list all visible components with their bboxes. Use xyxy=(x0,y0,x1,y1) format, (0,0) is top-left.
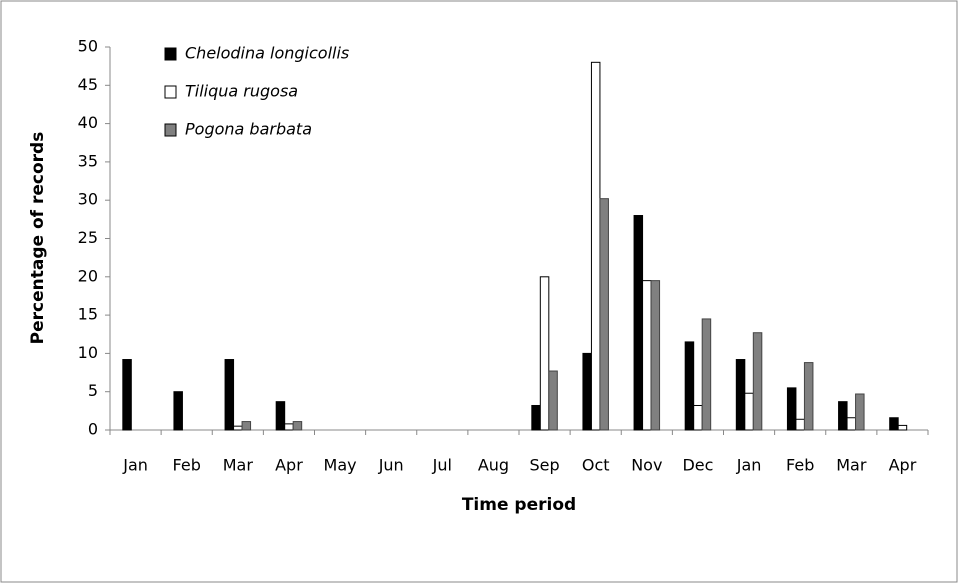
y-tick-label: 20 xyxy=(78,266,98,285)
x-tick-label: Sep xyxy=(529,456,559,475)
bar xyxy=(795,418,805,431)
bar xyxy=(838,401,848,431)
x-tick-label: Feb xyxy=(786,456,814,475)
bar xyxy=(855,393,865,431)
bar xyxy=(173,391,183,431)
y-tick-label: 0 xyxy=(88,420,98,439)
bar xyxy=(897,424,908,431)
legend-text: Pogona barbata xyxy=(185,120,312,139)
x-tick-label: Nov xyxy=(631,456,662,475)
bar xyxy=(846,417,857,431)
bar xyxy=(752,332,763,431)
x-tick-label: Mar xyxy=(223,456,254,475)
legend-swatch xyxy=(164,85,177,99)
bar xyxy=(292,421,303,431)
x-axis-title: Time period xyxy=(462,495,576,515)
x-tick-label: Apr xyxy=(889,456,917,475)
x-tick-label: Aug xyxy=(478,456,509,475)
x-tick-label: Apr xyxy=(275,456,303,475)
y-axis-title: Percentage of records xyxy=(28,132,48,345)
bar xyxy=(582,352,592,431)
bar xyxy=(650,280,661,431)
bar xyxy=(599,198,609,431)
x-tick-label: May xyxy=(324,456,357,475)
bar xyxy=(803,362,814,431)
bar xyxy=(642,280,652,431)
bar xyxy=(531,404,541,431)
x-tick-label: Dec xyxy=(682,456,713,475)
legend-swatch xyxy=(164,47,177,61)
bar xyxy=(590,61,601,431)
y-tick-label: 45 xyxy=(78,75,98,94)
bar xyxy=(693,404,703,431)
y-tick-label: 5 xyxy=(88,381,98,400)
y-tick-label: 10 xyxy=(78,343,98,362)
y-tick-label: 40 xyxy=(78,113,98,132)
x-tick-label: Jan xyxy=(122,456,148,475)
bar xyxy=(735,359,746,431)
x-tick-label: Jan xyxy=(736,456,762,475)
y-tick-label: 25 xyxy=(78,228,98,247)
y-tick-label: 35 xyxy=(78,151,98,170)
bar xyxy=(284,423,294,431)
x-tick-label: Jul xyxy=(432,456,452,475)
bar xyxy=(539,276,550,431)
bar xyxy=(889,417,899,431)
x-tick-label: Mar xyxy=(836,456,867,475)
bar xyxy=(241,421,252,431)
bar xyxy=(275,401,286,431)
y-tick-label: 15 xyxy=(78,305,98,324)
x-tick-label: Jun xyxy=(378,456,404,475)
legend-text: Chelodina longicollis xyxy=(185,44,349,63)
bar xyxy=(224,359,235,431)
bar xyxy=(633,215,644,431)
legend-text: Tiliqua rugosa xyxy=(185,82,298,101)
bar xyxy=(548,370,558,431)
y-tick-label: 50 xyxy=(78,37,98,56)
bar xyxy=(786,387,797,431)
y-tick-label: 30 xyxy=(78,190,98,209)
bar xyxy=(701,318,712,431)
bar xyxy=(122,359,132,431)
x-tick-label: Oct xyxy=(582,456,610,475)
bar xyxy=(233,425,243,431)
x-tick-label: Feb xyxy=(173,456,201,475)
bar xyxy=(744,392,754,431)
legend-swatch xyxy=(164,123,177,137)
bar xyxy=(684,341,695,431)
